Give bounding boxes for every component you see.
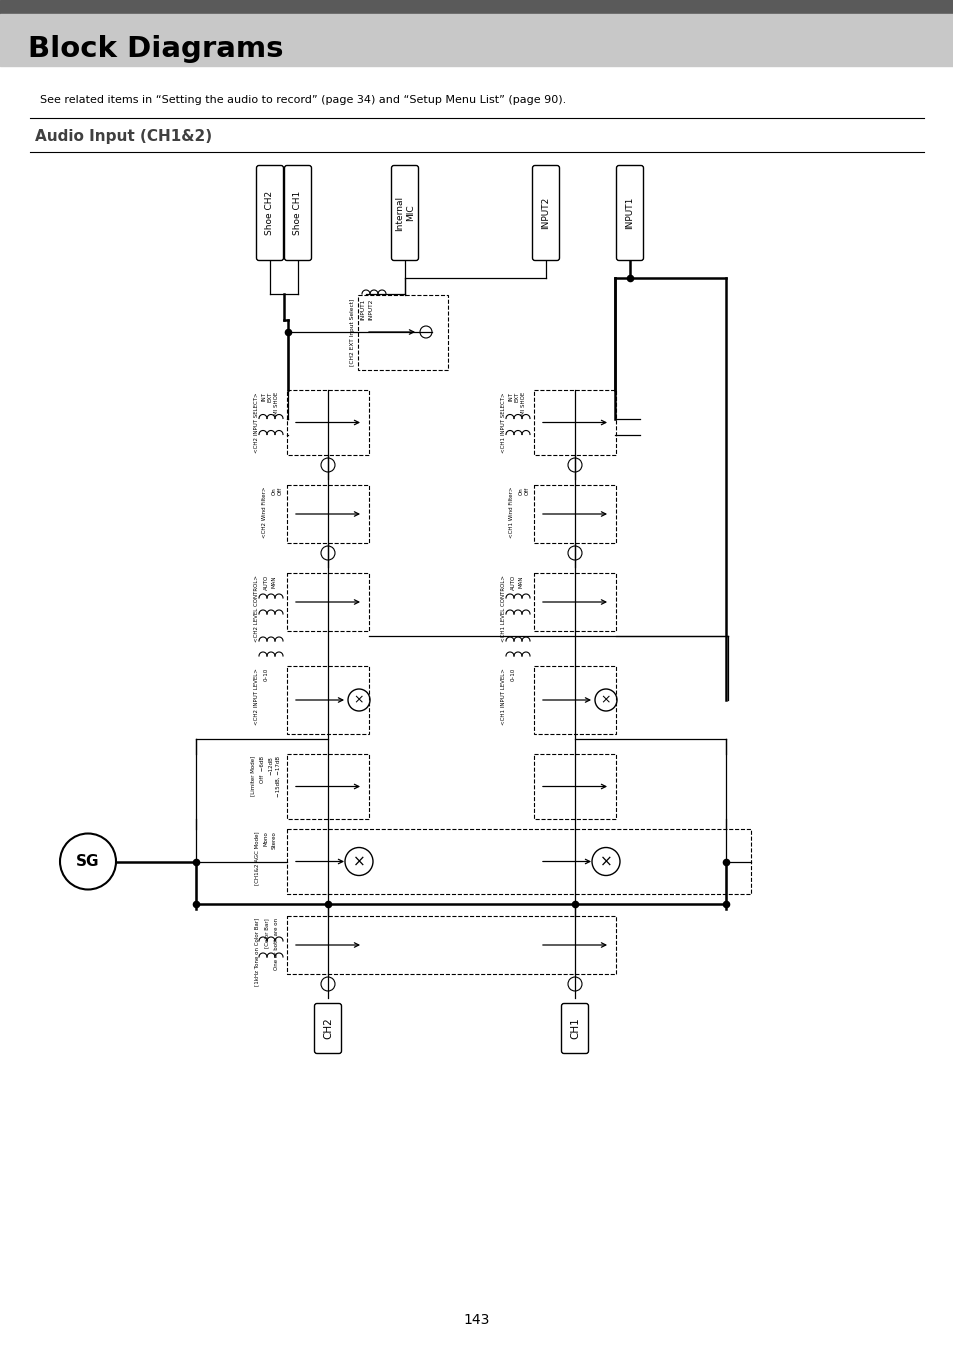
FancyBboxPatch shape	[256, 165, 283, 261]
FancyBboxPatch shape	[314, 1003, 341, 1053]
Text: ×: ×	[599, 854, 612, 869]
Bar	[287, 573, 369, 631]
Text: <CH2 LEVEL CONTROL>: <CH2 LEVEL CONTROL>	[253, 575, 258, 642]
FancyBboxPatch shape	[284, 165, 312, 261]
Text: INPUT1: INPUT1	[625, 197, 634, 230]
Text: SG: SG	[76, 854, 100, 869]
Bar	[0, 14, 953, 66]
Text: AUTO: AUTO	[511, 575, 516, 591]
Bar	[534, 389, 616, 456]
Text: 0–10: 0–10	[511, 668, 516, 681]
Text: −12dB: −12dB	[268, 756, 273, 775]
Bar	[287, 754, 369, 819]
Text: <CH1 INPUT SELECT>: <CH1 INPUT SELECT>	[500, 392, 505, 453]
Text: INPUT2: INPUT2	[368, 299, 373, 320]
Text: CH2: CH2	[323, 1018, 333, 1040]
Text: MI SHOE: MI SHOE	[520, 392, 525, 415]
Text: AUTO: AUTO	[264, 575, 269, 591]
Text: Stereo: Stereo	[272, 831, 276, 849]
Text: <CH1 LEVEL CONTROL>: <CH1 LEVEL CONTROL>	[500, 575, 505, 642]
Bar	[0, 0, 953, 14]
Text: Block Diagrams: Block Diagrams	[28, 35, 283, 64]
Text: INPUT1: INPUT1	[359, 299, 365, 320]
Text: INT: INT	[509, 392, 514, 402]
Bar	[287, 389, 369, 456]
Text: [Color Bar]: [Color Bar]	[264, 918, 269, 948]
Text: EXT: EXT	[515, 392, 519, 403]
Text: [1kHz Tone on Color Bar]: [1kHz Tone on Color Bar]	[253, 918, 258, 986]
Text: [CH2 EXT Input Select]: [CH2 EXT Input Select]	[350, 299, 355, 366]
FancyBboxPatch shape	[561, 1003, 588, 1053]
Bar	[534, 573, 616, 631]
Text: −15dB, −17dB: −15dB, −17dB	[275, 756, 281, 796]
Text: [CH1&2 AGC Mode]: [CH1&2 AGC Mode]	[253, 831, 258, 884]
Text: <CH2 Wind Filter>: <CH2 Wind Filter>	[262, 487, 267, 538]
Text: 143: 143	[463, 1313, 490, 1328]
Text: Off: Off	[524, 487, 530, 495]
Text: On: On	[518, 487, 523, 495]
Text: Shoe CH2: Shoe CH2	[265, 191, 274, 235]
Bar	[287, 485, 369, 544]
Text: INPUT2: INPUT2	[541, 197, 550, 228]
Text: Audio Input (CH1&2): Audio Input (CH1&2)	[35, 128, 212, 143]
Text: ×: ×	[354, 694, 364, 707]
Text: Mono: Mono	[264, 831, 269, 846]
Text: INT: INT	[262, 392, 267, 402]
Text: [Limiter Mode]: [Limiter Mode]	[250, 756, 254, 796]
Text: MAN: MAN	[272, 575, 276, 588]
Text: <CH2 INPUT LEVEL>: <CH2 INPUT LEVEL>	[253, 668, 258, 725]
Text: On: On	[272, 487, 276, 495]
Text: ×: ×	[353, 854, 365, 869]
Bar	[287, 829, 750, 894]
Text: One or both are on: One or both are on	[274, 918, 278, 971]
Text: <CH2 INPUT SELECT>: <CH2 INPUT SELECT>	[253, 392, 258, 453]
Text: ×: ×	[600, 694, 611, 707]
Text: <CH1 INPUT LEVEL>: <CH1 INPUT LEVEL>	[500, 668, 505, 725]
Text: <CH1 Wind Filter>: <CH1 Wind Filter>	[509, 487, 514, 538]
Text: Internal
MIC: Internal MIC	[395, 196, 415, 231]
Text: EXT: EXT	[268, 392, 273, 403]
Text: CH1: CH1	[569, 1018, 579, 1040]
FancyBboxPatch shape	[616, 165, 643, 261]
Text: Shoe CH1: Shoe CH1	[294, 191, 302, 235]
Text: Off: Off	[277, 487, 283, 495]
Text: MAN: MAN	[518, 575, 523, 588]
Bar	[287, 667, 369, 734]
Text: MI SHOE: MI SHOE	[274, 392, 278, 415]
FancyBboxPatch shape	[391, 165, 418, 261]
Bar	[287, 917, 616, 973]
Text: Off  −6dB: Off −6dB	[260, 756, 265, 783]
Bar	[534, 754, 616, 819]
Text: 0–10: 0–10	[264, 668, 269, 681]
Bar	[534, 667, 616, 734]
Bar	[534, 485, 616, 544]
FancyBboxPatch shape	[532, 165, 558, 261]
Bar	[357, 295, 448, 370]
Text: See related items in “Setting the audio to record” (page 34) and “Setup Menu Lis: See related items in “Setting the audio …	[40, 95, 566, 105]
